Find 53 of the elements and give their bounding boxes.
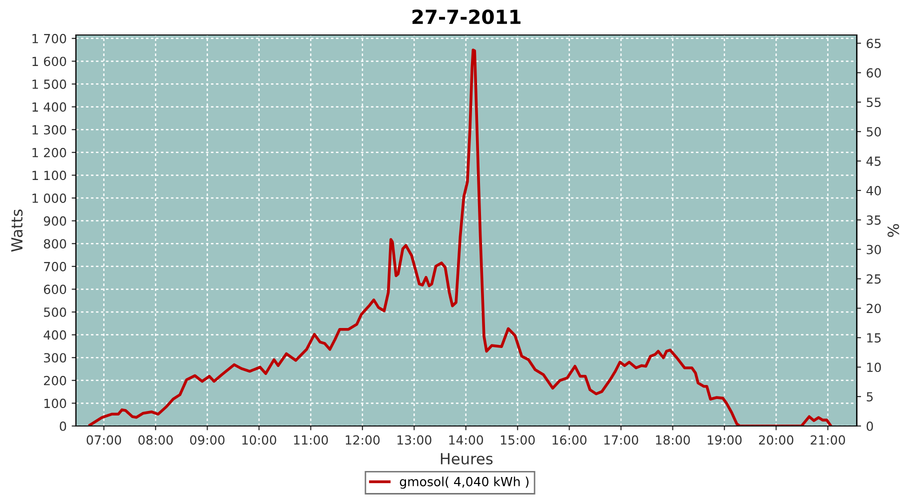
y2-tick-label: 55 [866, 98, 881, 108]
line-series [88, 48, 832, 426]
y2-tick-label: 45 [866, 156, 881, 166]
y2-tick-label: 60 [866, 68, 881, 78]
y2-tick-label: 25 [866, 274, 881, 284]
x-tick-label: 21:00 [810, 435, 846, 445]
y2-tick-label: 0 [866, 421, 873, 431]
y-tick-label: 300 [44, 353, 66, 363]
legend-label: gmosol( 4,040 kWh ) [400, 476, 528, 489]
y-tick-label: 500 [44, 307, 66, 317]
y-tick-label: 800 [44, 239, 66, 249]
y-tick-label: 700 [44, 262, 66, 272]
y2-tick-label: 30 [866, 244, 881, 254]
x-tick-label: 10:00 [242, 435, 276, 445]
x-tick-label: 17:00 [604, 435, 638, 445]
y-tick-label: 1 000 [32, 193, 66, 203]
x-tick-label: 13:00 [398, 435, 432, 445]
x-tick-label: 15:00 [500, 435, 535, 445]
y-tick-label: 600 [44, 284, 66, 294]
y-tick-label: 400 [44, 330, 66, 340]
x-tick-label: 12:00 [346, 435, 380, 445]
chart-title: 27-7-2011 [412, 9, 520, 24]
y-tick-label: 1 500 [32, 79, 66, 89]
y2-tick-label: 10 [867, 362, 881, 372]
y-tick-label: 100 [44, 398, 66, 408]
x-tick-label: 07:00 [86, 435, 122, 445]
x-tick-label: 19:00 [708, 435, 742, 445]
x-tick-label: 16:00 [552, 435, 586, 445]
y-axis-title: Watts [11, 210, 23, 252]
y2-tick-label: 5 [866, 392, 873, 402]
y2-tick-label: 35 [866, 215, 881, 225]
y2-axis-title: % [888, 224, 900, 237]
y2-tick-label: 65 [866, 38, 881, 48]
x-axis-title: Heures [440, 453, 493, 465]
x-tick-label: 08:00 [138, 435, 173, 445]
y-tick-label: 1 100 [32, 170, 66, 180]
y2-tick-label: 50 [866, 127, 881, 136]
x-tick-label: 09:00 [190, 435, 224, 445]
y-tick-label: 1 300 [32, 125, 66, 135]
x-tick-label: 14:00 [449, 435, 484, 445]
y-tick-label: 0 [60, 421, 66, 431]
y2-tick-label: 20 [866, 304, 881, 314]
y-tick-label: 1 200 [32, 148, 66, 158]
x-tick-label: 11:00 [294, 435, 328, 445]
y2-tick-label: 15 [867, 333, 881, 343]
x-tick-label: 20:00 [759, 435, 794, 445]
y-tick-label: 1 600 [32, 56, 66, 66]
y-tick-label: 1 400 [32, 102, 66, 112]
y-tick-label: 200 [44, 376, 66, 386]
y-tick-label: 1 700 [32, 34, 66, 44]
y2-tick-label: 40 [866, 186, 881, 196]
x-tick-label: 18:00 [656, 435, 690, 445]
y-tick-label: 900 [44, 216, 66, 226]
